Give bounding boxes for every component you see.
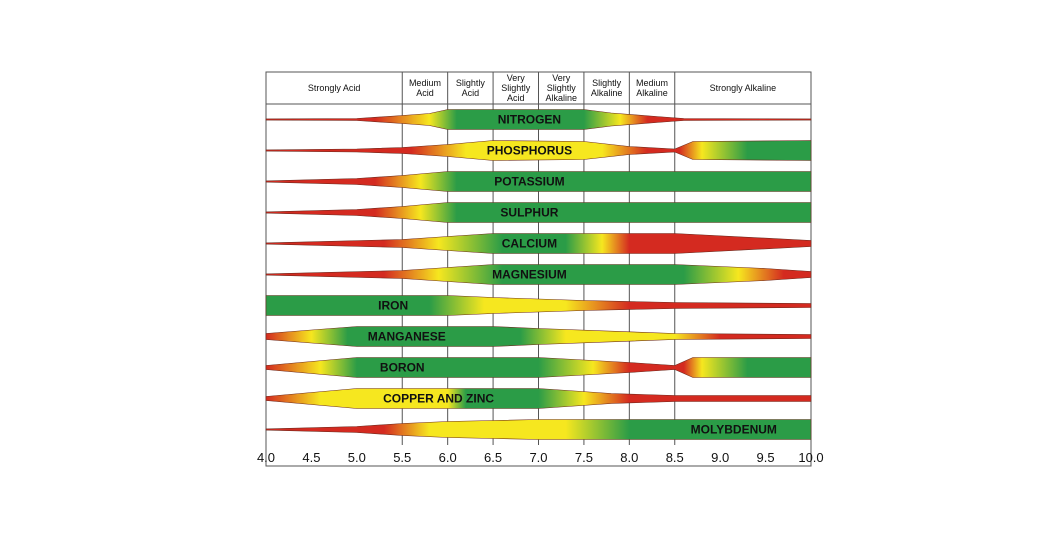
ph-category-headers: Strongly Acid Medium Acid Slightly Acid Very S… (308, 73, 776, 103)
category-label: Strongly Alkaline (710, 83, 777, 93)
band-boron (265, 357, 812, 378)
band-calcium (265, 233, 812, 254)
category-label: Very Slightly Alkaline (545, 73, 577, 103)
tick-label: 5.0 (348, 450, 366, 465)
tick-label: 4.0 (257, 450, 275, 465)
band-iron (265, 295, 812, 316)
nutrient-label: MOLYBDENUM (691, 423, 777, 437)
band-sulphur (265, 202, 812, 223)
nutrient-labels: NITROGEN PHOSPHORUS POTASSIUM SULPHUR CALCIU… (368, 113, 777, 437)
tick-label: 7.0 (529, 450, 547, 465)
tick-label: 8.0 (620, 450, 638, 465)
nutrient-label: BORON (380, 361, 425, 375)
category-label: Very Slightly Acid (501, 73, 531, 103)
band-phosphorus (265, 140, 812, 161)
tick-label: 5.5 (393, 450, 411, 465)
x-axis-ticks: 4.0 4.5 5.0 5.5 6.0 6.5 7.0 7.5 8.0 8.5 9.0 9.5 10.0 (257, 450, 824, 465)
tick-label: 6.5 (484, 450, 502, 465)
tick-label: 6.0 (439, 450, 457, 465)
category-label: Medium Alkaline (636, 78, 668, 98)
tick-label: 7.5 (575, 450, 593, 465)
tick-label: 8.5 (666, 450, 684, 465)
nutrient-label: NITROGEN (498, 113, 561, 127)
grid-lines (401, 72, 676, 445)
nutrient-label: IRON (378, 299, 408, 313)
nutrient-label: PHOSPHORUS (487, 144, 572, 158)
nutrient-label: CALCIUM (502, 237, 557, 251)
nutrient-label: SULPHUR (500, 206, 558, 220)
nutrient-label: MAGNESIUM (492, 268, 567, 282)
band-magnesium (265, 264, 812, 285)
tick-label: 9.5 (757, 450, 775, 465)
category-label: Medium Acid (409, 78, 441, 98)
band-manganese (265, 326, 812, 347)
tick-label: 10.0 (798, 450, 823, 465)
tick-label: 4.5 (302, 450, 320, 465)
band-copper-and-zinc (265, 388, 812, 409)
category-label: Strongly Acid (308, 83, 361, 93)
category-label: Slightly Acid (456, 78, 486, 98)
nutrient-bands (265, 109, 812, 440)
band-molybdenum (265, 419, 812, 440)
nutrient-label: POTASSIUM (494, 175, 564, 189)
nutrient-label: COPPER AND ZINC (383, 392, 494, 406)
category-label: Slightly Alkaline (591, 78, 623, 98)
tick-label: 9.0 (711, 450, 729, 465)
band-potassium (265, 171, 812, 192)
band-nitrogen (265, 109, 812, 130)
nutrient-label: MANGANESE (368, 330, 446, 344)
